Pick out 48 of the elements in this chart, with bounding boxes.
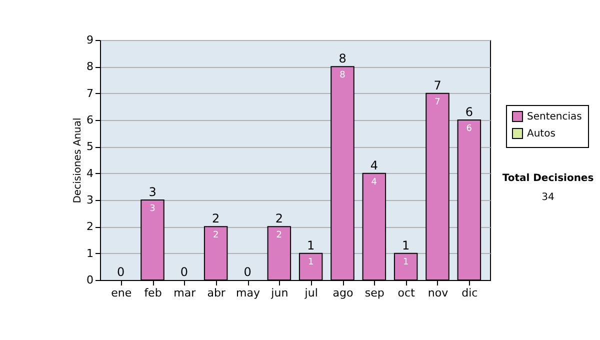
data-label: 7 xyxy=(434,97,440,108)
x-tick-label: jul xyxy=(304,286,318,300)
text: Total Decisiones xyxy=(502,173,594,184)
y-tick-label: 1 xyxy=(86,246,94,260)
x-tick-label: may xyxy=(236,286,260,300)
total-label: 0 xyxy=(180,265,188,279)
x-tick-label: jun xyxy=(270,286,288,300)
y-tick-label: 5 xyxy=(86,140,94,154)
y-tick-label: 2 xyxy=(86,220,94,234)
data-label: 2 xyxy=(276,230,282,241)
data-label: 4 xyxy=(371,177,378,188)
data-label: 2 xyxy=(212,230,219,241)
x-tick-label: mar xyxy=(174,286,196,300)
y-tick-label: 0 xyxy=(86,274,94,286)
total-label: 1 xyxy=(402,238,410,252)
data-label: 8 xyxy=(340,70,346,81)
text: 34 xyxy=(542,192,554,203)
total-label: 0 xyxy=(117,265,125,279)
x-tick-label: nov xyxy=(428,286,449,300)
legend-label: Sentencias xyxy=(527,112,582,122)
y-tick-label: 4 xyxy=(86,166,94,180)
x-tick-label: ene xyxy=(111,286,132,300)
x-tick-label: dic xyxy=(462,286,478,300)
y-axis-title: Decisiones Anual xyxy=(72,118,84,204)
x-tick-label: feb xyxy=(144,286,162,300)
data-label: 3 xyxy=(150,204,156,214)
total-label: 3 xyxy=(148,185,156,199)
x-tick-label: ago xyxy=(332,286,354,300)
total-label: 6 xyxy=(465,105,473,119)
y-tick-label: 9 xyxy=(86,34,94,46)
x-tick-label: sep xyxy=(364,286,384,300)
total-label: 8 xyxy=(338,52,346,66)
data-label: 1 xyxy=(402,257,409,268)
total-label: 0 xyxy=(244,265,252,279)
total-label: 2 xyxy=(275,212,283,226)
x-tick-label: oct xyxy=(398,286,416,300)
data-label: 1 xyxy=(308,257,314,268)
y-tick-label: 7 xyxy=(86,86,94,100)
y-tick-label: 3 xyxy=(86,194,94,206)
legend-label: Autos xyxy=(527,128,556,140)
total-label: 2 xyxy=(212,212,220,226)
y-tick-label: 8 xyxy=(86,60,94,74)
data-label: 6 xyxy=(466,124,472,134)
total-label: 4 xyxy=(370,158,378,172)
y-tick-label: 6 xyxy=(86,114,94,126)
total-label: 7 xyxy=(434,78,442,92)
total-label: 1 xyxy=(307,238,315,252)
x-tick-label: abr xyxy=(207,286,226,300)
